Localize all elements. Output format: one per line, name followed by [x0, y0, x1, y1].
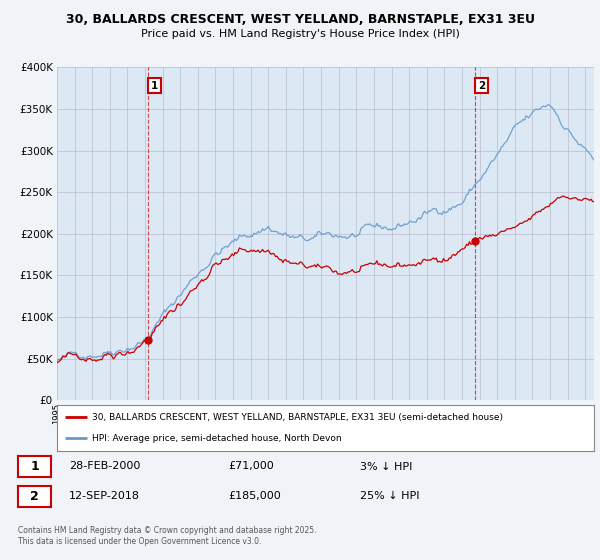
- Text: Contains HM Land Registry data © Crown copyright and database right 2025.
This d: Contains HM Land Registry data © Crown c…: [18, 526, 317, 546]
- Text: 12-SEP-2018: 12-SEP-2018: [69, 491, 140, 501]
- Text: £185,000: £185,000: [228, 491, 281, 501]
- Text: £71,000: £71,000: [228, 461, 274, 472]
- Text: 2: 2: [478, 81, 485, 91]
- Text: 30, BALLARDS CRESCENT, WEST YELLAND, BARNSTAPLE, EX31 3EU (semi-detached house): 30, BALLARDS CRESCENT, WEST YELLAND, BAR…: [92, 413, 503, 422]
- Text: 25% ↓ HPI: 25% ↓ HPI: [360, 491, 419, 501]
- Text: 1: 1: [151, 81, 158, 91]
- Text: HPI: Average price, semi-detached house, North Devon: HPI: Average price, semi-detached house,…: [92, 434, 341, 443]
- Text: 30, BALLARDS CRESCENT, WEST YELLAND, BARNSTAPLE, EX31 3EU: 30, BALLARDS CRESCENT, WEST YELLAND, BAR…: [65, 13, 535, 26]
- Text: 1: 1: [30, 460, 39, 473]
- Text: Price paid vs. HM Land Registry's House Price Index (HPI): Price paid vs. HM Land Registry's House …: [140, 29, 460, 39]
- Text: 2: 2: [30, 489, 39, 503]
- Text: 28-FEB-2000: 28-FEB-2000: [69, 461, 140, 472]
- Text: 3% ↓ HPI: 3% ↓ HPI: [360, 461, 412, 472]
